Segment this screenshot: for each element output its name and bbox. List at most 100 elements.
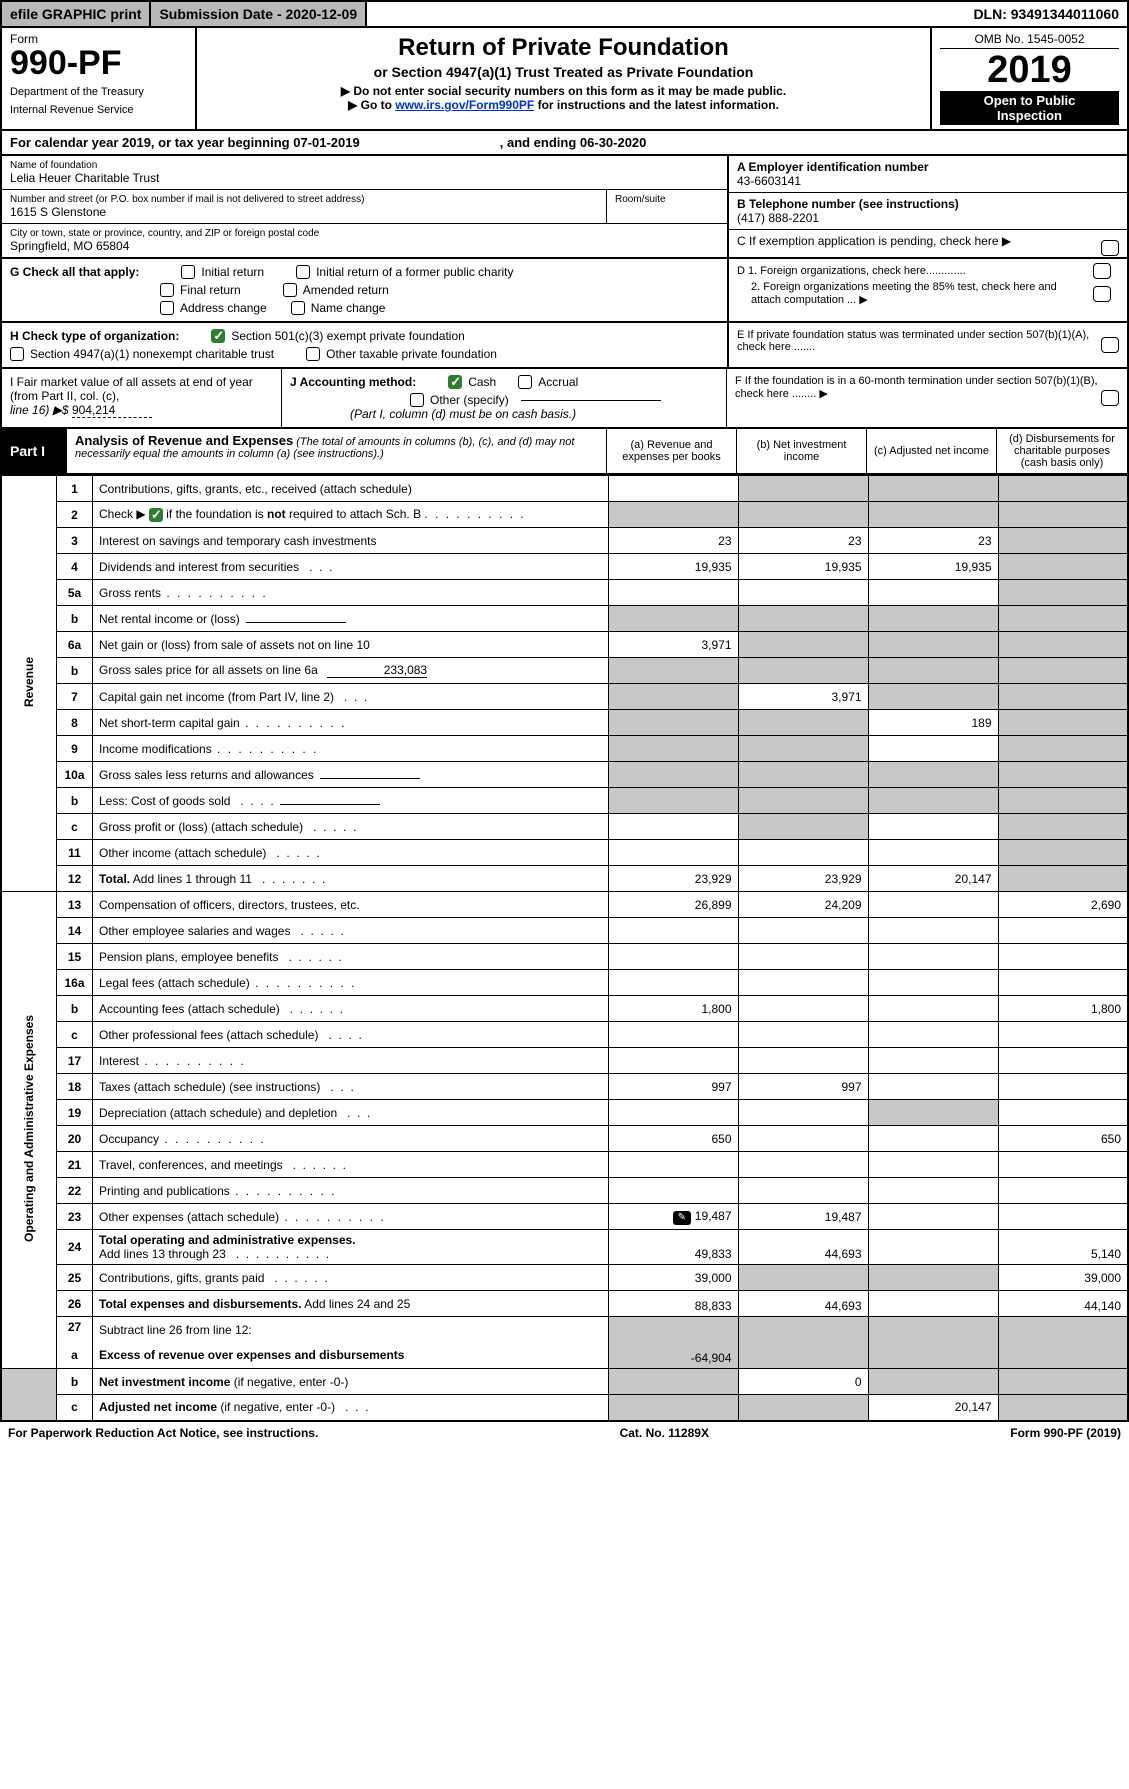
line-desc: Net rental income or (loss) <box>93 606 609 632</box>
blank-side <box>1 1369 57 1421</box>
cell-a: 3,971 <box>608 632 738 658</box>
e-checkbox[interactable] <box>1101 337 1119 353</box>
identity-grid: Name of foundation Lelia Heuer Charitabl… <box>0 156 1129 259</box>
table-row: 20Occupancy 650 650 <box>1 1126 1128 1152</box>
footer-left: For Paperwork Reduction Act Notice, see … <box>8 1426 318 1440</box>
table-row: 17Interest <box>1 1048 1128 1074</box>
col-b-header: (b) Net investment income <box>737 429 867 473</box>
line-desc: Check ▶ if the foundation is not require… <box>93 502 609 528</box>
line-desc: Gross sales price for all assets on line… <box>93 658 609 684</box>
h-4947-checkbox[interactable] <box>10 347 24 361</box>
room-label: Room/suite <box>615 194 719 205</box>
g-initial-public-checkbox[interactable] <box>296 265 310 279</box>
line-desc: Adjusted net income (if negative, enter … <box>93 1395 609 1421</box>
h-501c3: Section 501(c)(3) exempt private foundat… <box>231 329 464 343</box>
attachment-icon[interactable]: ✎ <box>673 1211 691 1225</box>
warning-ssn: ▶ Do not enter social security numbers o… <box>209 84 918 98</box>
h-e-row: H Check type of organization: Section 50… <box>0 323 1129 369</box>
h-label: H Check type of organization: <box>10 329 179 343</box>
line-desc: Income modifications <box>93 736 609 762</box>
line-desc: Net short-term capital gain <box>93 710 609 736</box>
j-other-checkbox[interactable] <box>410 393 424 407</box>
cell-d <box>998 476 1128 502</box>
line-desc: Taxes (attach schedule) (see instruction… <box>93 1074 609 1100</box>
l10b-input[interactable] <box>280 804 380 805</box>
j-other-input[interactable] <box>521 400 661 401</box>
h-4947: Section 4947(a)(1) nonexempt charitable … <box>30 347 274 361</box>
i-j-f-row: I Fair market value of all assets at end… <box>0 369 1129 429</box>
c-checkbox[interactable] <box>1101 240 1119 256</box>
cell-a: 26,899 <box>608 892 738 918</box>
f-checkbox[interactable] <box>1101 390 1119 406</box>
identity-right: A Employer identification number 43-6603… <box>727 156 1127 257</box>
l5b-input[interactable] <box>246 622 346 623</box>
f-label: F If the foundation is in a 60-month ter… <box>735 375 1098 400</box>
l10a-input[interactable] <box>320 778 420 779</box>
col-a-header: (a) Revenue and expenses per books <box>607 429 737 473</box>
d1-checkbox[interactable] <box>1093 263 1111 279</box>
table-row: 7Capital gain net income (from Part IV, … <box>1 684 1128 710</box>
phone: (417) 888-2201 <box>737 211 1119 225</box>
cell-c: 20,147 <box>868 1395 998 1421</box>
warning-goto: ▶ Go to www.irs.gov/Form990PF for instru… <box>209 98 918 112</box>
city-cell: City or town, state or province, country… <box>2 224 727 257</box>
form-subtitle: or Section 4947(a)(1) Trust Treated as P… <box>209 64 918 80</box>
table-row: Revenue 1 Contributions, gifts, grants, … <box>1 476 1128 502</box>
g-final-checkbox[interactable] <box>160 283 174 297</box>
cell-a: 23,929 <box>608 866 738 892</box>
j-cash-checkbox[interactable] <box>448 375 462 389</box>
h-other: Other taxable private foundation <box>326 347 497 361</box>
g-address-checkbox[interactable] <box>160 301 174 315</box>
table-row: 14Other employee salaries and wages . . … <box>1 918 1128 944</box>
cell-d: 650 <box>998 1126 1128 1152</box>
i-section: I Fair market value of all assets at end… <box>2 369 282 427</box>
g-amended-checkbox[interactable] <box>283 283 297 297</box>
g-initial-checkbox[interactable] <box>181 265 195 279</box>
phone-cell: B Telephone number (see instructions) (4… <box>729 193 1127 230</box>
table-row: bNet rental income or (loss) <box>1 606 1128 632</box>
g-name-checkbox[interactable] <box>291 301 305 315</box>
table-row: cGross profit or (loss) (attach schedule… <box>1 814 1128 840</box>
line-desc: Less: Cost of goods sold . . . . <box>93 788 609 814</box>
cell-a <box>608 476 738 502</box>
table-row: 23Other expenses (attach schedule) ✎19,4… <box>1 1204 1128 1230</box>
line-desc: Total. Add lines 1 through 11 . . . . . … <box>93 866 609 892</box>
table-row: 12Total. Add lines 1 through 11 . . . . … <box>1 866 1128 892</box>
submission-date: Submission Date - 2020-12-09 <box>151 2 367 26</box>
h-other-checkbox[interactable] <box>306 347 320 361</box>
l2-checkbox[interactable] <box>149 508 163 522</box>
cell-d: 39,000 <box>998 1265 1128 1291</box>
table-row: bAccounting fees (attach schedule) . . .… <box>1 996 1128 1022</box>
dept-irs: Internal Revenue Service <box>10 104 187 116</box>
table-row: 8Net short-term capital gain 189 <box>1 710 1128 736</box>
address-row: Number and street (or P.O. box number if… <box>2 190 727 224</box>
h-501c3-checkbox[interactable] <box>211 329 225 343</box>
table-row: 2 Check ▶ if the foundation is not requi… <box>1 502 1128 528</box>
table-row: bNet investment income (if negative, ent… <box>1 1369 1128 1395</box>
irs-link[interactable]: www.irs.gov/Form990PF <box>395 98 534 112</box>
line-desc: Net gain or (loss) from sale of assets n… <box>93 632 609 658</box>
open-line1: Open to Public <box>940 93 1119 108</box>
table-row: 3Interest on savings and temporary cash … <box>1 528 1128 554</box>
room-cell: Room/suite <box>607 190 727 223</box>
footer-right: Form 990-PF (2019) <box>1010 1426 1121 1440</box>
goto-post: for instructions and the latest informat… <box>534 98 779 112</box>
g-address: Address change <box>180 301 267 315</box>
d2-checkbox[interactable] <box>1093 286 1111 302</box>
table-row: 21Travel, conferences, and meetings . . … <box>1 1152 1128 1178</box>
table-row: 15Pension plans, employee benefits . . .… <box>1 944 1128 970</box>
g-label: G Check all that apply: <box>10 265 139 279</box>
line-desc: Other expenses (attach schedule) <box>93 1204 609 1230</box>
j-accrual-checkbox[interactable] <box>518 375 532 389</box>
table-row: 19Depreciation (attach schedule) and dep… <box>1 1100 1128 1126</box>
cal-end: , and ending 06-30-2020 <box>500 135 647 150</box>
form-title: Return of Private Foundation <box>209 34 918 62</box>
line-desc: Occupancy <box>93 1126 609 1152</box>
h-section: H Check type of organization: Section 50… <box>2 323 727 367</box>
table-row: 4Dividends and interest from securities … <box>1 554 1128 580</box>
expenses-side-label: Operating and Administrative Expenses <box>1 892 57 1369</box>
c-cell: C If exemption application is pending, c… <box>729 230 1127 252</box>
line-desc: Printing and publications <box>93 1178 609 1204</box>
d1-label: D 1. Foreign organizations, check here..… <box>737 265 966 277</box>
cell-a: 997 <box>608 1074 738 1100</box>
